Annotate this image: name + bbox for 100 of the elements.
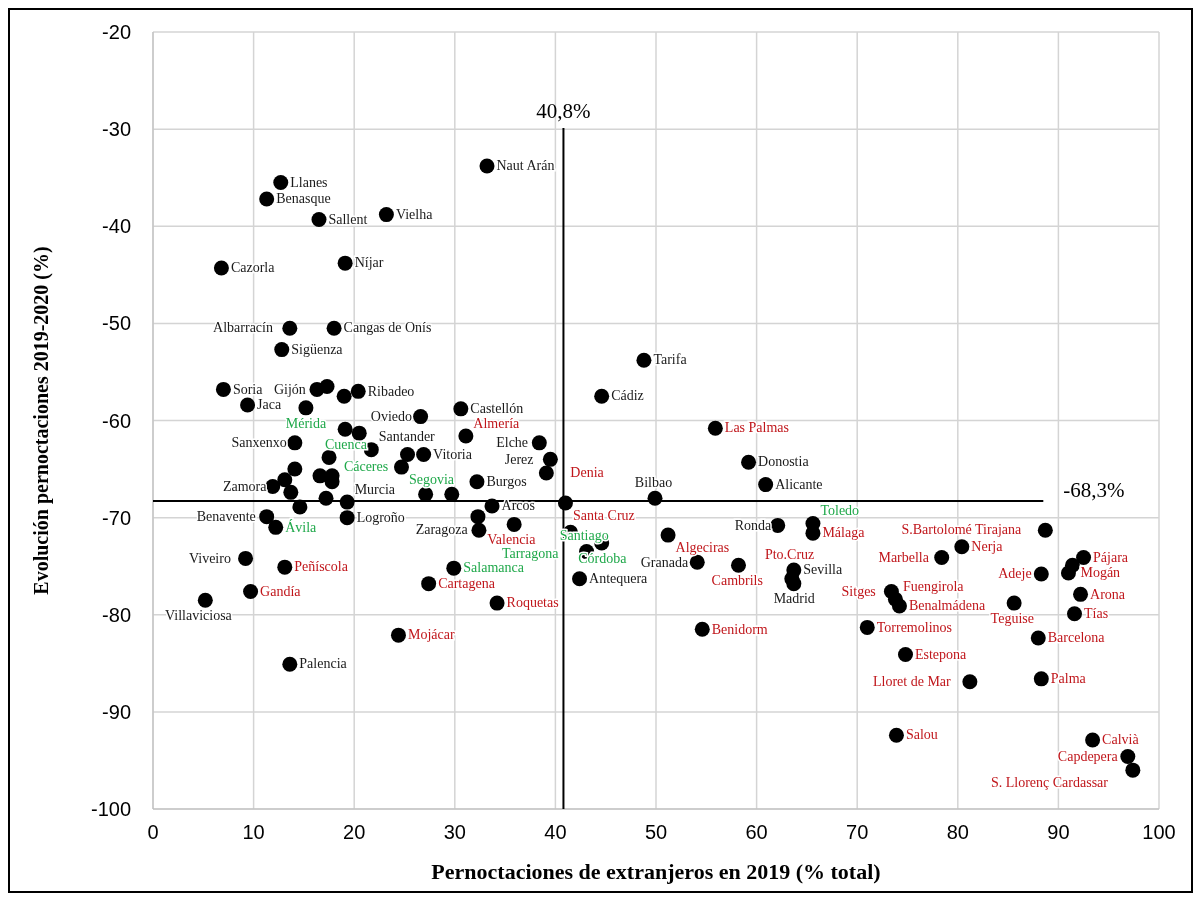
data-label: Logroño	[356, 509, 405, 525]
point	[287, 435, 303, 451]
data-label: Teguise	[990, 610, 1034, 626]
point	[689, 554, 705, 570]
point	[506, 516, 522, 532]
point	[1125, 762, 1141, 778]
point	[1037, 522, 1053, 538]
point	[707, 420, 723, 436]
x-tick-label: 40	[544, 821, 567, 843]
data-label: Santa Cruz	[572, 507, 635, 523]
point	[859, 619, 875, 635]
point	[954, 539, 970, 555]
point	[326, 320, 342, 336]
point	[416, 446, 432, 462]
data-label: Burgos	[486, 473, 527, 489]
point	[282, 656, 298, 672]
data-label: Jaca	[257, 397, 282, 413]
point	[283, 484, 299, 500]
point	[265, 479, 281, 495]
data-label: Gijón	[273, 381, 306, 397]
data-label: Denia	[570, 465, 605, 481]
x-tick-label: 100	[1142, 821, 1176, 843]
point	[484, 498, 500, 514]
y-tick-label: -40	[102, 215, 131, 238]
data-label: Valencia	[487, 532, 537, 548]
data-label: Granada	[640, 554, 689, 570]
point	[694, 621, 710, 637]
x-tick-label: 50	[644, 821, 668, 843]
data-label: Pájara	[1093, 549, 1129, 565]
data-label: Estepona	[914, 646, 968, 662]
point	[446, 560, 462, 576]
point	[350, 383, 366, 399]
point	[1067, 606, 1082, 622]
point	[1033, 566, 1049, 582]
x-tick-label: 70	[846, 821, 869, 843]
point	[393, 459, 409, 475]
data-label: Donostia	[758, 454, 810, 470]
point	[421, 576, 437, 592]
point	[400, 446, 416, 462]
point	[268, 519, 284, 535]
ref-line-label: -68,3%	[1063, 478, 1125, 503]
data-label: Zamora	[222, 478, 268, 494]
point	[469, 474, 485, 490]
data-label: Fuengirola	[902, 578, 965, 594]
point	[557, 495, 573, 511]
data-label: Salou	[905, 727, 938, 743]
data-label: Tarifa	[653, 352, 688, 368]
data-label: Bilbao	[634, 474, 673, 490]
data-label: S.Bartolomé Tirajana	[901, 522, 1022, 538]
data-label: Málaga	[822, 525, 866, 541]
data-label: Vitoria	[433, 446, 473, 462]
data-label: Córdoba	[578, 550, 628, 566]
data-label: Benasque	[276, 191, 331, 207]
data-label: Sallent	[328, 211, 368, 227]
data-label: Cádiz	[611, 388, 644, 404]
point	[273, 175, 289, 191]
point	[444, 486, 460, 502]
data-label: Pto.Cruz	[764, 546, 815, 562]
y-tick-label: -70	[102, 506, 131, 529]
data-label: Sanxenxo	[231, 435, 287, 451]
point	[1033, 671, 1049, 687]
point	[730, 557, 746, 573]
point	[1030, 630, 1046, 646]
data-label: Peñíscola	[294, 559, 349, 575]
x-tick-label: 10	[242, 821, 265, 843]
data-label: Tarragona	[501, 546, 560, 562]
point	[542, 451, 558, 467]
point	[390, 627, 406, 643]
data-label: Sevilla	[803, 562, 843, 578]
data-label: Calvià	[1102, 732, 1140, 748]
data-label: Toledo	[820, 503, 860, 519]
point	[784, 571, 800, 587]
point	[531, 435, 547, 451]
x-tick-label: 30	[443, 821, 466, 843]
point	[891, 598, 907, 614]
point	[378, 207, 394, 223]
point	[770, 517, 786, 533]
data-label: Antequera	[589, 571, 649, 587]
data-label: Arona	[1090, 586, 1126, 602]
point	[636, 352, 652, 368]
y-tick-label: -20	[102, 21, 131, 43]
data-label: Soria	[232, 381, 264, 397]
data-label: S. Llorenç Cardassar	[990, 774, 1109, 790]
point	[758, 477, 774, 493]
point	[1073, 586, 1089, 602]
data-label: Sigüenza	[291, 341, 344, 357]
data-label: Ávila	[285, 518, 318, 535]
x-tick-label: 20	[343, 821, 366, 843]
data-label: Sitges	[841, 583, 876, 599]
data-label: Albarracín	[213, 320, 273, 336]
data-label: Adeje	[998, 566, 1032, 582]
data-label: Benalmádena	[908, 598, 986, 614]
y-tick-label: -80	[102, 603, 131, 626]
y-tick-label: -50	[102, 312, 131, 335]
point	[594, 388, 610, 404]
point	[292, 499, 308, 515]
point	[660, 527, 676, 543]
point	[240, 397, 256, 413]
data-label: Níjar	[354, 255, 384, 271]
point	[197, 592, 213, 608]
